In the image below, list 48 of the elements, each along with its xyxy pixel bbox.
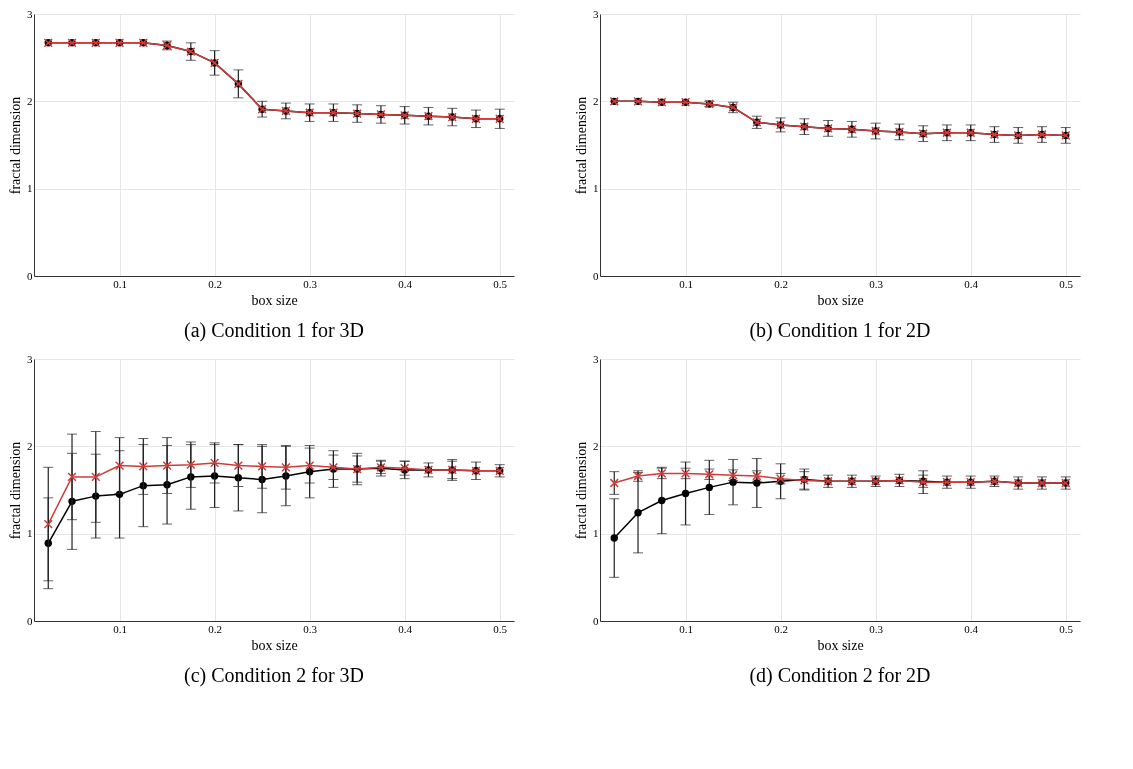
y-axis-title: fractal dimension xyxy=(574,96,589,195)
y-tick-label: 3 xyxy=(27,352,33,365)
y-tick-label: 2 xyxy=(27,94,33,107)
text: (c) Condition 2 for 3D xyxy=(184,664,364,687)
y-tick-label: 2 xyxy=(27,439,33,452)
y-tick-label: 0 xyxy=(27,614,33,627)
x-tick-label: 0.4 xyxy=(964,622,979,635)
y-tick-label: 2 xyxy=(593,439,599,452)
y-tick-label: 3 xyxy=(593,352,599,365)
x-tick-label: 0.2 xyxy=(774,622,788,635)
x-tick-label: 0.3 xyxy=(303,277,318,290)
x-tick-label: 0.3 xyxy=(303,622,318,635)
y-tick-label: 0 xyxy=(27,269,33,282)
y-tick-label: 2 xyxy=(593,94,599,107)
y-axis-title: fractal dimension xyxy=(574,441,589,540)
y-tick-label: 3 xyxy=(593,7,599,20)
x-tick-label: 0.4 xyxy=(964,277,979,290)
x-tick-label: 0.1 xyxy=(679,622,693,635)
x-tick-label: 0.3 xyxy=(869,277,884,290)
x-tick-label: 0.5 xyxy=(1059,622,1074,635)
y-tick-label: 1 xyxy=(593,182,599,195)
x-tick-label: 0.2 xyxy=(208,622,222,635)
x-tick-label: 0.5 xyxy=(493,277,508,290)
x-tick-label: 0.1 xyxy=(113,277,127,290)
x-axis-title: box size xyxy=(251,292,298,308)
x-tick-label: 0.5 xyxy=(493,622,508,635)
y-tick-label: 0 xyxy=(593,614,599,627)
text: (a) Condition 1 for 3D xyxy=(184,319,364,342)
x-tick-label: 0.2 xyxy=(208,277,222,290)
x-axis-title: box size xyxy=(817,637,864,653)
y-tick-label: 0 xyxy=(593,269,599,282)
x-tick-label: 0.1 xyxy=(679,277,693,290)
y-axis-title: fractal dimension xyxy=(8,441,23,540)
y-tick-label: 1 xyxy=(27,182,33,195)
x-tick-label: 0.5 xyxy=(1059,277,1074,290)
x-tick-label: 0.3 xyxy=(869,622,884,635)
y-axis-title: fractal dimension xyxy=(8,96,23,195)
x-tick-label: 0.4 xyxy=(398,622,413,635)
x-tick-label: 0.2 xyxy=(774,277,788,290)
text: (b) Condition 1 for 2D xyxy=(749,319,931,342)
x-tick-label: 0.1 xyxy=(113,622,127,635)
x-axis-title: box size xyxy=(251,637,298,653)
text: (d) Condition 2 for 2D xyxy=(749,664,931,687)
x-tick-label: 0.4 xyxy=(398,277,413,290)
y-tick-label: 1 xyxy=(27,527,33,540)
y-tick-label: 3 xyxy=(27,7,33,20)
y-tick-label: 1 xyxy=(593,527,599,540)
x-axis-title: box size xyxy=(817,292,864,308)
